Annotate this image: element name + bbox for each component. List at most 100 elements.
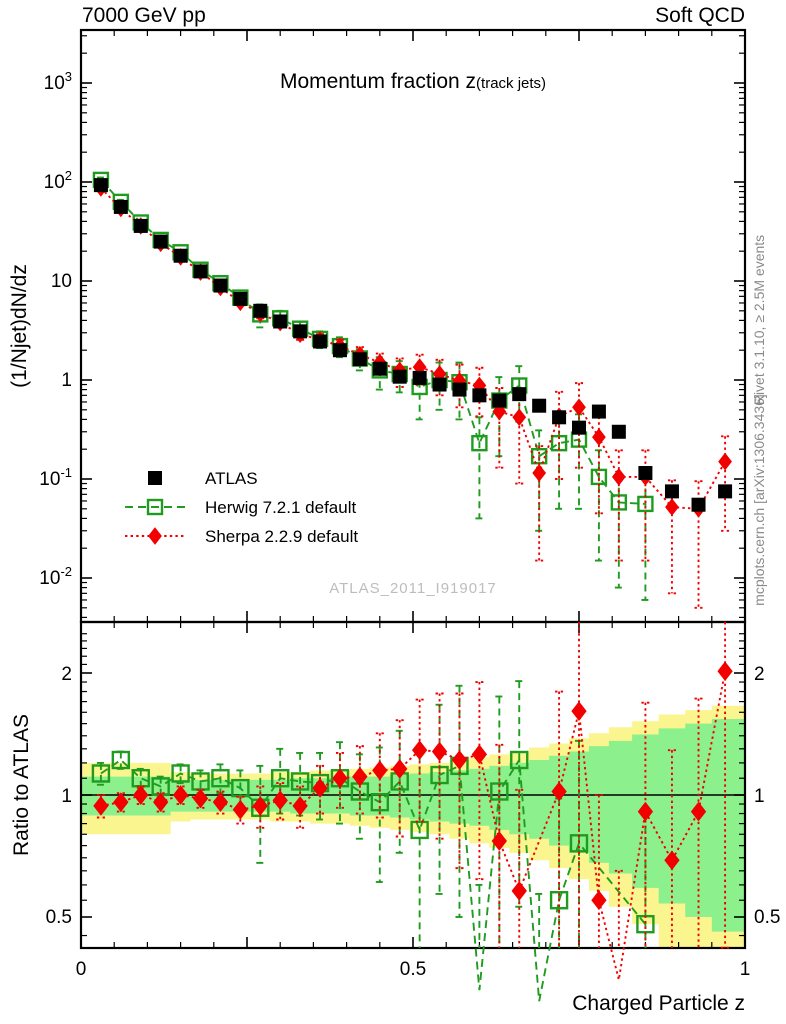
atlas-marker: [352, 352, 367, 367]
xtick-0: 0: [76, 959, 87, 980]
ratio-herwig-marker: [171, 764, 190, 783]
main-ytick-2: 102: [44, 168, 72, 193]
ratio-sherpa-marker: [690, 801, 707, 822]
ratio-sherpa-marker: [252, 796, 268, 816]
main-series-group: [92, 171, 733, 609]
ratio-herwig-marker: [410, 820, 429, 840]
xtick-1: 1: [740, 959, 751, 980]
sherpa-marker: [592, 428, 606, 446]
legend-marker-atlas: [148, 471, 162, 485]
ratio-ytick-05-left: 0.5: [46, 907, 72, 928]
ratio-sherpa-marker: [571, 701, 587, 721]
ratio-sherpa-marker: [192, 788, 209, 809]
ratio-sherpa-marker: [491, 831, 507, 851]
atlas-marker: [113, 199, 128, 214]
mcplots-label: mcplots.cern.ch [arXiv:1306.3436]: [751, 394, 767, 606]
atlas-marker: [313, 334, 328, 349]
ratio-sherpa-marker: [93, 796, 109, 816]
ratio-sherpa-line: [100, 671, 727, 981]
ratio-sherpa-marker: [153, 792, 169, 812]
ratio-sherpa-marker: [372, 760, 388, 781]
ratio-ytick-05-right: 0.5: [754, 907, 780, 928]
ratio-herwig-marker: [271, 769, 290, 788]
sherpa-marker: [512, 408, 527, 427]
atlas-marker: [512, 387, 527, 402]
ratio-sherpa-marker: [551, 781, 567, 802]
legend-marker-sherpa: [148, 527, 162, 545]
main-ytick-3: 103: [44, 69, 72, 94]
ratio-series-group: [91, 622, 733, 1002]
ratio-herwig-marker: [490, 782, 509, 801]
atlas-marker: [472, 388, 487, 403]
ratio-sherpa-marker: [113, 792, 129, 812]
ratio-ytick-1-left: 1: [61, 786, 72, 807]
ratio-sherpa-marker: [312, 778, 328, 798]
sherpa-marker: [492, 402, 507, 421]
ratio-y-tickmarks: [81, 633, 745, 937]
atlas-marker: [93, 178, 108, 193]
ratio-sherpa-marker: [232, 799, 249, 820]
ratio-sherpa-marker: [471, 744, 488, 765]
ratio-ytick-1-right: 1: [754, 786, 765, 807]
sherpa-marker: [532, 464, 547, 482]
analysis-watermark: ATLAS_2011_I919017: [329, 580, 497, 597]
atlas-marker: [193, 264, 208, 279]
main-y-tickmarks: [81, 35, 745, 618]
plot-title-sub: (track jets): [476, 75, 546, 92]
atlas-marker: [572, 420, 586, 435]
ratio-herwig-marker: [370, 792, 389, 812]
ratio-sherpa-marker: [431, 741, 448, 762]
legend-label-1: Herwig 7.2.1 default: [205, 498, 356, 517]
atlas-marker: [392, 369, 407, 384]
ratio-herwig-marker: [91, 764, 111, 783]
legend: ATLAS Herwig 7.2.1 default Sherpa 2.2.9 de…: [125, 469, 358, 546]
ratio-sherpa-marker: [212, 792, 229, 812]
ratio-herwig-marker: [290, 772, 310, 791]
plot-title: Momentum fraction z(track jets): [280, 70, 546, 93]
herwig-marker: [471, 434, 488, 452]
sherpa-line: [100, 187, 726, 510]
legend-marker-herwig: [146, 498, 164, 516]
ratio-sherpa-marker: [332, 768, 348, 789]
herwig-line: [100, 179, 646, 505]
legend-label-0: ATLAS: [205, 469, 258, 488]
ratio-sherpa-marker: [511, 881, 527, 901]
ratio-sherpa-marker: [717, 661, 733, 682]
ratio-band-inner: [81, 719, 745, 932]
herwig-marker: [590, 468, 608, 486]
atlas-marker: [492, 393, 507, 408]
ratio-x-tickmarks: [80, 622, 746, 948]
ratio-sherpa-marker: [292, 796, 308, 816]
ratio-y-ticklabels: 2 1 0.5 2 1 0.5: [46, 664, 781, 928]
plot-title-main: Momentum fraction z: [280, 70, 476, 93]
atlas-marker: [718, 484, 733, 499]
ratio-herwig-marker: [510, 750, 529, 770]
main-x-tickmarks: [80, 30, 746, 622]
main-ytick-m1: 10-1: [39, 465, 72, 490]
sherpa-marker: [718, 452, 732, 471]
ratio-y-axis-label: Ratio to ATLAS: [10, 714, 33, 856]
ratio-sherpa-marker: [411, 740, 428, 760]
ratio-herwig-marker: [549, 891, 569, 910]
ratio-sherpa-marker: [172, 785, 189, 805]
atlas-marker: [253, 303, 268, 318]
atlas-marker: [432, 377, 447, 392]
ratio-herwig-marker: [231, 778, 250, 798]
atlas-marker: [412, 370, 427, 385]
sherpa-marker: [665, 498, 679, 516]
atlas-marker: [273, 314, 288, 329]
main-ytick-1: 10: [51, 271, 72, 292]
atlas-marker: [611, 424, 626, 439]
ratio-sherpa-marker: [392, 759, 408, 779]
atlas-marker: [452, 382, 467, 397]
atlas-marker: [691, 497, 706, 512]
ratio-sherpa-marker: [664, 850, 680, 871]
atlas-marker: [552, 410, 567, 425]
ratio-herwig-marker: [111, 750, 131, 770]
ratio-sherpa-marker: [352, 766, 368, 787]
ratio-herwig-marker: [211, 769, 230, 788]
main-y-ticklabels: 103 102 10 1 10-1 10-2: [39, 69, 72, 589]
x-axis-label: Charged Particle z: [572, 992, 745, 1015]
